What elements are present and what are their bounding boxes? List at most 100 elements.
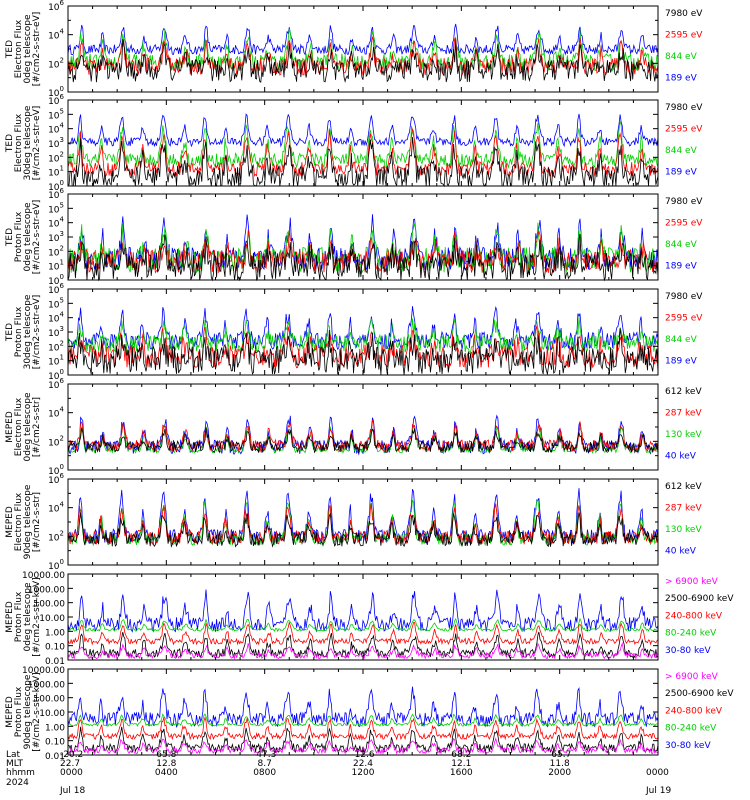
y-tick-label: 105	[48, 296, 64, 310]
y-tick-label: 101	[48, 259, 64, 273]
y-tick-label: 10.00	[39, 614, 65, 624]
x-tick-label: 65.8	[156, 750, 176, 760]
legend-label: 844 eV	[665, 52, 698, 62]
panel-p6: 100 102 104 106 MEPED Electron Flux 90deg tele…	[5, 472, 702, 572]
series-30-80-kev	[67, 686, 659, 729]
series-189-ev	[67, 113, 659, 148]
y-axis-label: 0deg telescope	[23, 582, 33, 652]
y-tick-label: 106	[48, 472, 64, 486]
x-row-label: MLT	[6, 759, 24, 769]
legend-label: 30-80 keV	[665, 741, 711, 751]
legend-label: 2500-6900 keV	[665, 689, 734, 699]
legend-label: 2500-6900 keV	[665, 594, 734, 604]
y-tick-label: 100	[48, 463, 64, 477]
series-844-ev	[67, 120, 659, 169]
y-tick-label: 104	[48, 216, 64, 230]
y-tick-label: 102	[48, 529, 64, 543]
x-tick-label: 22.7	[60, 759, 80, 769]
legend-label: 2595 eV	[665, 314, 703, 324]
x-tick-label: 8.7	[258, 759, 272, 769]
y-axis-label: [#/cm2-s-str]	[32, 397, 42, 457]
y-tick-label: 0.10	[45, 738, 65, 748]
series-7980-ev	[67, 328, 659, 375]
y-tick-label: 104	[48, 122, 64, 136]
legend-label: 2595 eV	[665, 219, 703, 229]
legend-label: 7980 eV	[665, 103, 703, 113]
y-axis-label: Electron Flux	[14, 19, 24, 78]
legend-label: 40 keV	[665, 547, 697, 557]
series-30-80-kev	[67, 589, 659, 633]
series-7980-ev	[67, 39, 659, 83]
legend-label: 240-800 keV	[665, 611, 723, 621]
x-tick-label: Jul 19	[645, 786, 671, 796]
y-axis-label: [#/cm2-s-str]	[32, 492, 42, 552]
y-axis-label: TED	[5, 228, 15, 247]
y-tick-label: 0.01	[45, 752, 65, 762]
y-tick-label: 100.00	[34, 600, 66, 610]
y-tick-label: 104	[48, 311, 64, 325]
y-tick-label: 100.00	[34, 695, 66, 705]
y-axis-label: Proton Flux	[14, 306, 24, 357]
x-tick-label: Jul 18	[59, 786, 85, 796]
legend-label: 287 keV	[665, 504, 702, 514]
x-row-label: 2024	[6, 778, 29, 788]
y-axis-label: Electron Flux	[14, 113, 24, 172]
legend-label: 612 keV	[665, 482, 702, 492]
y-tick-label: 103	[48, 230, 64, 244]
x-tick-label: 0800	[253, 768, 276, 778]
legend-label: 287 keV	[665, 409, 702, 419]
y-tick-label: 106	[48, 0, 64, 13]
y-tick-label: 10000.00	[22, 571, 65, 581]
y-axis-label: 30deg telescope	[23, 294, 33, 369]
x-tick-label: 2000	[548, 768, 571, 778]
y-axis-label: 30deg telescope	[23, 105, 33, 180]
series-2500-6900-kev	[67, 726, 659, 754]
series-612-kev	[67, 427, 659, 454]
y-tick-label: 102	[48, 339, 64, 353]
legend-label: 2595 eV	[665, 31, 703, 41]
series-7980-ev	[67, 137, 659, 188]
legend-label: 40 keV	[665, 452, 697, 462]
y-tick-label: 105	[48, 201, 64, 215]
x-tick-label: 1200	[352, 768, 375, 778]
y-axis-label: TED	[5, 40, 15, 59]
panel-p1: 100 102 104 106 TED Electron Flux 0deg telesco…	[5, 0, 703, 99]
x-tick-label: -47.3	[253, 750, 276, 760]
legend-label: 189 eV	[665, 357, 698, 367]
y-axis-label: 0deg telescope	[23, 202, 33, 272]
y-axis-label: MEPED	[5, 696, 15, 728]
y-axis-label: Proton Flux	[14, 686, 24, 737]
y-axis-label: [#/cm2-s-str-eV]	[32, 200, 42, 275]
x-tick-label: -20.2	[60, 750, 83, 760]
y-axis-label: MEPED	[5, 601, 15, 633]
y-axis-label: Proton Flux	[14, 591, 24, 642]
panel-p8: 0.01 0.10 1.00 10.00 100.00 1000.00 10000.00 ME…	[5, 666, 734, 762]
legend-label: 844 eV	[665, 146, 698, 156]
y-axis-label: Electron Flux	[14, 397, 24, 456]
y-tick-label: 106	[48, 187, 64, 201]
series-844-ev	[67, 222, 659, 275]
x-tick-label: -12.6	[351, 750, 375, 760]
x-tick-label: 22.4	[353, 759, 373, 769]
legend-label: 7980 eV	[665, 292, 703, 302]
legend-label: 130 keV	[665, 430, 702, 440]
legend-label: 80-240 keV	[665, 724, 717, 734]
x-tick-label: 1600	[450, 768, 473, 778]
y-axis-label: [#/cm2-s-str-eV]	[32, 106, 42, 181]
legend-label: 189 eV	[665, 262, 698, 272]
y-tick-label: 103	[48, 325, 64, 339]
x-tick-label: 0000	[646, 768, 669, 778]
y-tick-label: 100	[48, 179, 64, 193]
y-tick-label: 1000.00	[28, 680, 65, 690]
series-40-kev	[67, 488, 659, 545]
legend-label: > 6900 keV	[665, 577, 719, 587]
x-tick-label: 0400	[155, 768, 178, 778]
y-tick-label: 105	[48, 107, 64, 121]
legend-label: 80-240 keV	[665, 629, 717, 639]
